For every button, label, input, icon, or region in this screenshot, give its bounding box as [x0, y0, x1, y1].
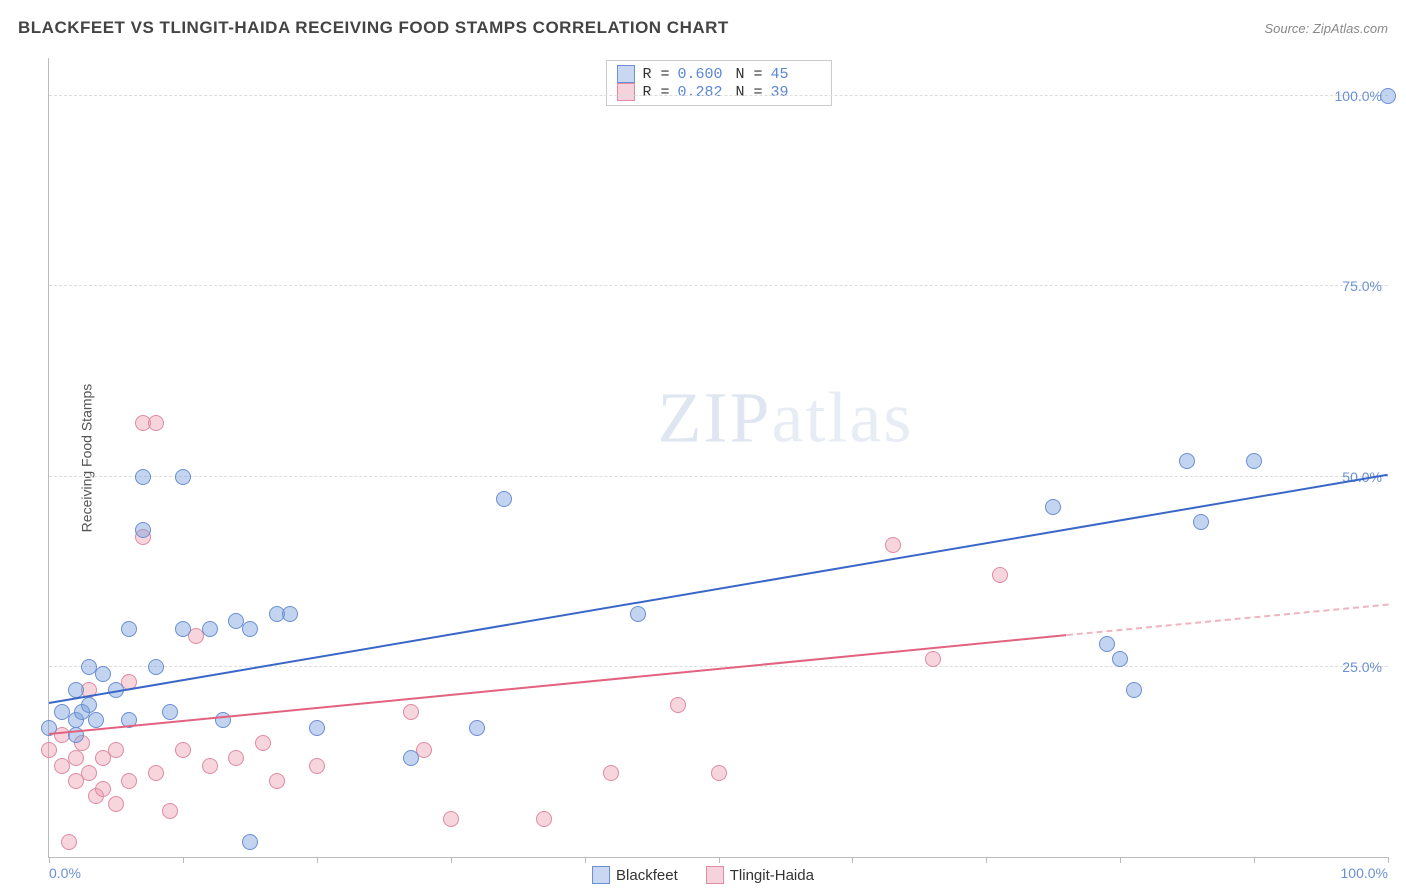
data-point-blackfeet — [1246, 453, 1262, 469]
data-point-blackfeet — [1045, 499, 1061, 515]
scatter-plot-area: ZIPatlas R = 0.600 N = 45 R = 0.282 N = … — [48, 58, 1388, 858]
stats-row-blackfeet: R = 0.600 N = 45 — [616, 65, 820, 83]
data-point-blackfeet — [68, 682, 84, 698]
data-point-tlingit — [269, 773, 285, 789]
x-tick — [317, 857, 318, 863]
data-point-tlingit — [711, 765, 727, 781]
trend-line-tlingit — [49, 634, 1067, 735]
x-tick-label: 100.0% — [1341, 865, 1388, 881]
data-point-blackfeet — [496, 491, 512, 507]
legend-label-blackfeet: Blackfeet — [616, 867, 678, 884]
legend-swatch-blackfeet — [592, 866, 610, 884]
x-tick — [719, 857, 720, 863]
data-point-tlingit — [255, 735, 271, 751]
x-tick — [1120, 857, 1121, 863]
trend-line-tlingit-dash — [1067, 604, 1389, 636]
data-point-blackfeet — [630, 606, 646, 622]
data-point-tlingit — [603, 765, 619, 781]
data-point-blackfeet — [162, 704, 178, 720]
gridline — [49, 476, 1388, 477]
watermark: ZIPatlas — [657, 376, 913, 459]
legend-swatch-tlingit — [706, 866, 724, 884]
data-point-tlingit — [162, 803, 178, 819]
data-point-blackfeet — [121, 621, 137, 637]
bottom-legend: Blackfeet Tlingit-Haida — [592, 866, 814, 884]
x-tick — [852, 857, 853, 863]
data-point-tlingit — [536, 811, 552, 827]
data-point-tlingit — [309, 758, 325, 774]
x-tick — [451, 857, 452, 863]
gridline — [49, 95, 1388, 96]
data-point-blackfeet — [202, 621, 218, 637]
stats-row-tlingit: R = 0.282 N = 39 — [616, 83, 820, 101]
data-point-tlingit — [108, 796, 124, 812]
x-tick — [986, 857, 987, 863]
data-point-blackfeet — [403, 750, 419, 766]
data-point-tlingit — [81, 765, 97, 781]
data-point-blackfeet — [1099, 636, 1115, 652]
data-point-blackfeet — [175, 469, 191, 485]
swatch-tlingit — [616, 83, 634, 101]
data-point-blackfeet — [88, 712, 104, 728]
data-point-blackfeet — [282, 606, 298, 622]
data-point-tlingit — [202, 758, 218, 774]
legend-label-tlingit: Tlingit-Haida — [730, 867, 814, 884]
data-point-tlingit — [403, 704, 419, 720]
data-point-tlingit — [95, 781, 111, 797]
data-point-tlingit — [992, 567, 1008, 583]
y-tick-label: 100.0% — [1335, 88, 1382, 104]
data-point-blackfeet — [242, 834, 258, 850]
chart-title: BLACKFEET VS TLINGIT-HAIDA RECEIVING FOO… — [18, 18, 729, 38]
data-point-blackfeet — [1179, 453, 1195, 469]
x-tick — [183, 857, 184, 863]
data-point-blackfeet — [469, 720, 485, 736]
source-attribution: Source: ZipAtlas.com — [1264, 21, 1388, 36]
x-tick — [49, 857, 50, 863]
data-point-tlingit — [670, 697, 686, 713]
stats-legend-box: R = 0.600 N = 45 R = 0.282 N = 39 — [605, 60, 831, 106]
data-point-tlingit — [228, 750, 244, 766]
legend-item-blackfeet: Blackfeet — [592, 866, 678, 884]
data-point-blackfeet — [1380, 88, 1396, 104]
x-tick-label: 0.0% — [49, 865, 81, 881]
data-point-blackfeet — [148, 659, 164, 675]
data-point-blackfeet — [309, 720, 325, 736]
data-point-tlingit — [925, 651, 941, 667]
legend-item-tlingit: Tlingit-Haida — [706, 866, 814, 884]
data-point-blackfeet — [95, 666, 111, 682]
data-point-blackfeet — [175, 621, 191, 637]
swatch-blackfeet — [616, 65, 634, 83]
data-point-blackfeet — [81, 697, 97, 713]
data-point-blackfeet — [1126, 682, 1142, 698]
data-point-tlingit — [443, 811, 459, 827]
gridline — [49, 285, 1388, 286]
y-tick-label: 25.0% — [1342, 659, 1382, 675]
y-tick-label: 75.0% — [1342, 278, 1382, 294]
data-point-tlingit — [148, 765, 164, 781]
data-point-tlingit — [148, 415, 164, 431]
data-point-tlingit — [121, 773, 137, 789]
data-point-tlingit — [885, 537, 901, 553]
data-point-blackfeet — [135, 522, 151, 538]
data-point-tlingit — [175, 742, 191, 758]
data-point-blackfeet — [1112, 651, 1128, 667]
trend-line-blackfeet — [49, 474, 1388, 705]
data-point-blackfeet — [242, 621, 258, 637]
data-point-blackfeet — [215, 712, 231, 728]
data-point-tlingit — [41, 742, 57, 758]
data-point-tlingit — [61, 834, 77, 850]
x-tick — [1254, 857, 1255, 863]
data-point-tlingit — [68, 750, 84, 766]
data-point-blackfeet — [1193, 514, 1209, 530]
x-tick — [1388, 857, 1389, 863]
data-point-tlingit — [108, 742, 124, 758]
x-tick — [585, 857, 586, 863]
data-point-blackfeet — [135, 469, 151, 485]
